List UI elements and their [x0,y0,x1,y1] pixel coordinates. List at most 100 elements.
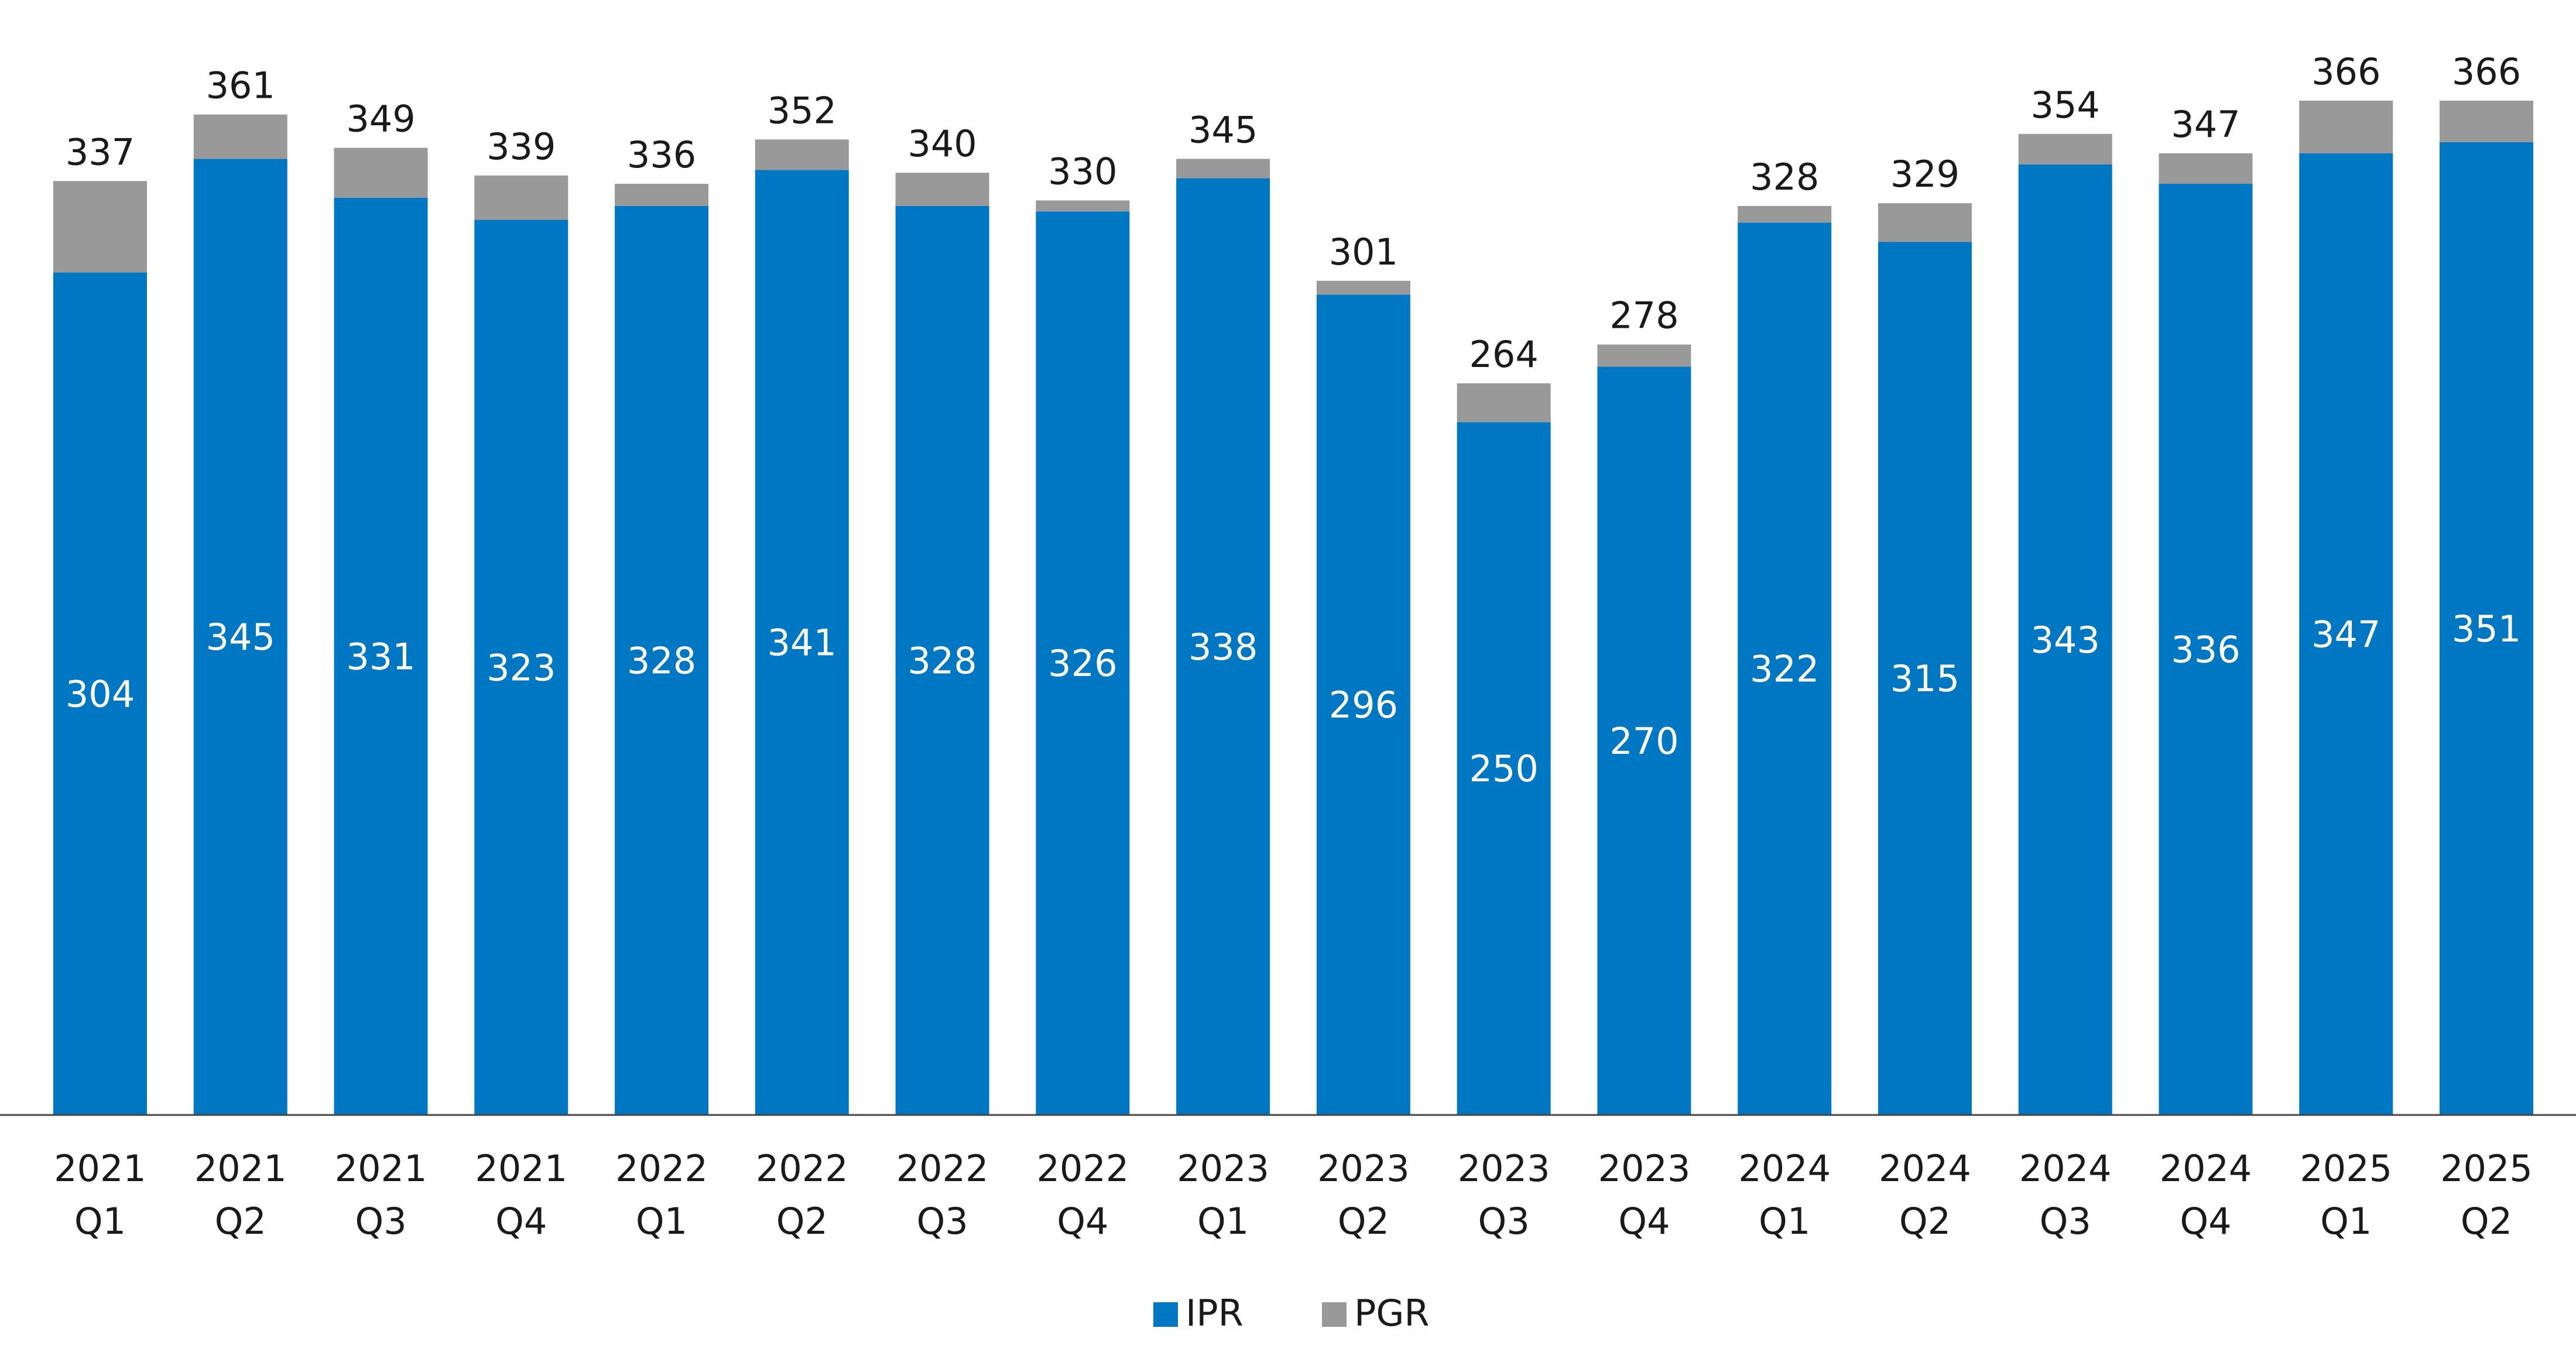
total-value-label: 264 [1469,333,1538,376]
ipr-value-label: 341 [768,622,837,664]
ipr-value-label: 326 [1048,642,1117,685]
total-value-label: 328 [1750,156,1819,198]
x-axis-tick-labels: 2021 Q1 2021 Q2 2021 Q3 2021 Q4 2022 Q1 2022 Q2 2022… [54,1147,2533,1243]
x-tick-year-label: 2021 [475,1147,567,1190]
legend-label-ipr: IPR [1186,1292,1244,1334]
x-tick-quarter-label: Q1 [1197,1200,1249,1243]
legend-swatch-pgr [1322,1302,1347,1327]
ipr-value-label: 296 [1329,684,1398,726]
x-tick-year-label: 2022 [896,1147,989,1190]
x-tick-year-label: 2025 [2440,1147,2533,1190]
ipr-value-label: 328 [907,639,977,682]
bar-pgr-2025-q2 [2440,101,2533,142]
bar-pgr-2021-q4 [474,176,568,220]
ipr-value-label: 338 [1188,626,1258,668]
total-value-label: 345 [1188,108,1258,151]
x-tick-quarter-label: Q2 [1899,1200,1951,1243]
total-value-label: 347 [2171,103,2240,146]
bar-pgr-2022-q4 [1036,200,1129,211]
labels-layer: 304 337 345 361 331 349 323 339 328 336 341 352 328 3… [66,50,2521,790]
ipr-value-label: 343 [2031,619,2100,661]
total-value-label: 366 [2452,50,2521,93]
x-tick-year-label: 2022 [1036,1147,1129,1190]
x-tick-year-label: 2023 [1598,1147,1691,1190]
x-tick-quarter-label: Q3 [2040,1200,2091,1243]
ipr-value-label: 336 [2171,629,2240,671]
x-tick-quarter-label: Q1 [2320,1200,2372,1243]
x-tick-quarter-label: Q4 [2180,1200,2231,1243]
total-value-label: 361 [206,64,275,107]
x-tick-quarter-label: Q2 [776,1200,828,1243]
x-tick-quarter-label: Q2 [2461,1200,2512,1243]
bar-pgr-2024-q4 [2159,153,2252,184]
ipr-value-label: 351 [2452,608,2521,650]
bar-pgr-2023-q3 [1457,383,1551,422]
total-value-label: 329 [1890,153,1960,195]
ipr-value-label: 345 [206,616,275,658]
bar-pgr-2021-q1 [53,181,147,272]
ipr-value-label: 331 [346,635,415,678]
x-tick-quarter-label: Q1 [1759,1200,1810,1243]
ipr-value-label: 315 [1890,657,1960,700]
x-tick-quarter-label: Q3 [916,1200,968,1243]
bar-pgr-2022-q2 [755,139,849,170]
bar-pgr-2023-q4 [1597,345,1691,367]
total-value-label: 330 [1048,150,1117,193]
bar-pgr-2022-q3 [896,173,989,206]
bar-pgr-2021-q2 [194,115,287,159]
x-tick-year-label: 2023 [1317,1147,1410,1190]
ipr-value-label: 304 [66,672,135,715]
x-tick-quarter-label: Q2 [215,1200,266,1243]
bar-pgr-2024-q2 [1878,203,1972,242]
bar-pgr-2024-q3 [2019,134,2112,164]
ipr-value-label: 328 [627,639,696,682]
x-tick-quarter-label: Q1 [74,1200,126,1243]
x-tick-quarter-label: Q3 [355,1200,406,1243]
bar-pgr-2022-q1 [615,184,708,206]
x-tick-year-label: 2025 [2300,1147,2392,1190]
x-tick-year-label: 2024 [1879,1147,1971,1190]
total-value-label: 366 [2311,50,2380,93]
x-tick-quarter-label: Q2 [1338,1200,1389,1243]
total-value-label: 301 [1329,231,1398,273]
ipr-value-label: 322 [1750,648,1819,691]
x-tick-year-label: 2024 [2160,1147,2252,1190]
x-tick-year-label: 2022 [615,1147,708,1190]
x-tick-year-label: 2024 [2019,1147,2112,1190]
bar-pgr-2024-q1 [1738,206,1831,222]
bar-pgr-2023-q2 [1317,281,1410,295]
x-tick-quarter-label: Q4 [1618,1200,1670,1243]
ipr-value-label: 270 [1609,720,1678,763]
legend-label-pgr: PGR [1354,1292,1430,1334]
total-value-label: 349 [346,97,415,140]
x-tick-year-label: 2023 [1177,1147,1269,1190]
x-tick-quarter-label: Q3 [1478,1200,1530,1243]
bar-pgr-2021-q3 [334,147,428,197]
bars-layer [53,101,2533,1115]
bar-pgr-2025-q1 [2299,101,2393,153]
total-value-label: 278 [1609,294,1678,337]
x-tick-year-label: 2021 [194,1147,287,1190]
x-tick-year-label: 2024 [1738,1147,1831,1190]
x-tick-year-label: 2023 [1458,1147,1550,1190]
total-value-label: 339 [487,125,556,168]
bar-pgr-2023-q1 [1176,159,1270,178]
total-value-label: 336 [627,133,696,176]
total-value-label: 354 [2031,84,2100,126]
total-value-label: 337 [66,131,135,173]
x-tick-year-label: 2021 [54,1147,146,1190]
x-tick-year-label: 2021 [335,1147,427,1190]
total-value-label: 352 [768,89,837,132]
x-tick-quarter-label: Q1 [636,1200,687,1243]
ipr-value-label: 323 [487,646,556,689]
legend-swatch-ipr [1153,1302,1178,1327]
legend: IPR PGR [1153,1292,1430,1334]
x-tick-quarter-label: Q4 [495,1200,547,1243]
ipr-value-label: 250 [1469,747,1538,790]
total-value-label: 340 [907,122,977,165]
ipr-value-label: 347 [2311,613,2380,656]
x-tick-quarter-label: Q4 [1057,1200,1108,1243]
x-tick-year-label: 2022 [756,1147,848,1190]
